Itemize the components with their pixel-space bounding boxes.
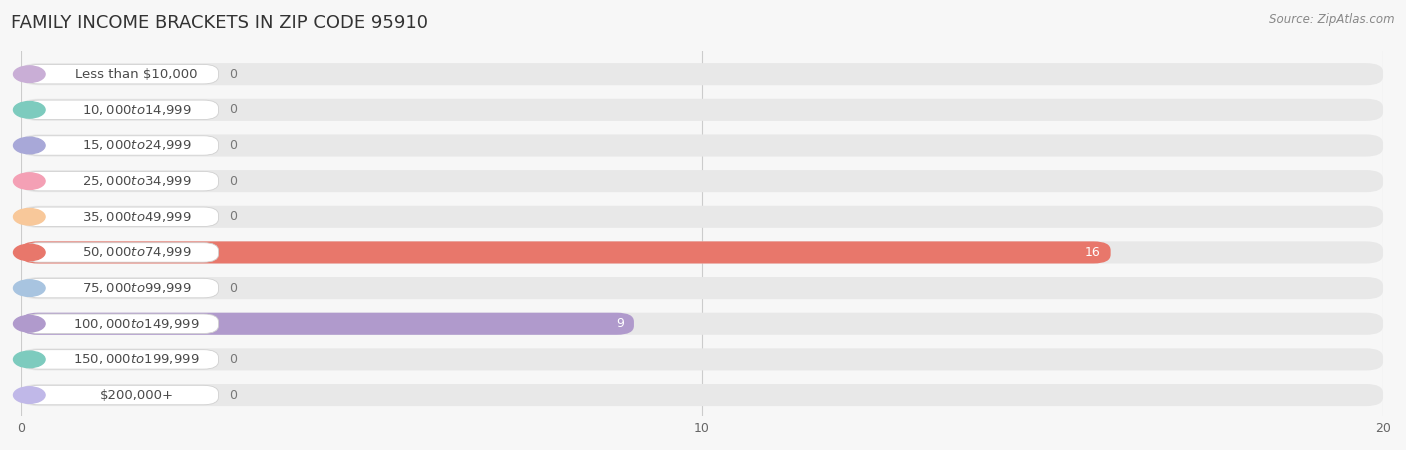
Text: 0: 0	[229, 68, 236, 81]
Text: Less than $10,000: Less than $10,000	[76, 68, 198, 81]
FancyBboxPatch shape	[21, 170, 1384, 192]
Text: Source: ZipAtlas.com: Source: ZipAtlas.com	[1270, 14, 1395, 27]
Text: $10,000 to $14,999: $10,000 to $14,999	[82, 103, 191, 117]
FancyBboxPatch shape	[24, 171, 218, 191]
Text: FAMILY INCOME BRACKETS IN ZIP CODE 95910: FAMILY INCOME BRACKETS IN ZIP CODE 95910	[11, 14, 429, 32]
Circle shape	[14, 387, 45, 403]
FancyBboxPatch shape	[21, 348, 1384, 370]
FancyBboxPatch shape	[24, 207, 218, 226]
Circle shape	[14, 244, 45, 261]
FancyBboxPatch shape	[21, 241, 1111, 264]
FancyBboxPatch shape	[21, 99, 1384, 121]
FancyBboxPatch shape	[24, 385, 218, 405]
FancyBboxPatch shape	[24, 314, 218, 333]
Circle shape	[14, 315, 45, 332]
FancyBboxPatch shape	[21, 241, 1384, 264]
Circle shape	[14, 66, 45, 82]
Text: 0: 0	[229, 282, 236, 295]
Circle shape	[14, 137, 45, 154]
FancyBboxPatch shape	[21, 277, 1384, 299]
Text: $25,000 to $34,999: $25,000 to $34,999	[82, 174, 191, 188]
Text: $100,000 to $149,999: $100,000 to $149,999	[73, 317, 200, 331]
FancyBboxPatch shape	[24, 243, 218, 262]
FancyBboxPatch shape	[24, 279, 218, 298]
Circle shape	[14, 280, 45, 297]
FancyBboxPatch shape	[21, 313, 634, 335]
FancyBboxPatch shape	[24, 64, 218, 84]
FancyBboxPatch shape	[21, 63, 1384, 85]
Text: $35,000 to $49,999: $35,000 to $49,999	[82, 210, 191, 224]
Text: $50,000 to $74,999: $50,000 to $74,999	[82, 245, 191, 260]
FancyBboxPatch shape	[21, 384, 1384, 406]
Circle shape	[14, 351, 45, 368]
Text: 0: 0	[229, 388, 236, 401]
Circle shape	[14, 173, 45, 189]
Text: $200,000+: $200,000+	[100, 388, 174, 401]
Text: $75,000 to $99,999: $75,000 to $99,999	[82, 281, 191, 295]
FancyBboxPatch shape	[21, 206, 1384, 228]
Text: 16: 16	[1084, 246, 1101, 259]
Circle shape	[14, 208, 45, 225]
Text: 9: 9	[616, 317, 624, 330]
Text: $15,000 to $24,999: $15,000 to $24,999	[82, 139, 191, 153]
FancyBboxPatch shape	[21, 135, 1384, 157]
FancyBboxPatch shape	[24, 350, 218, 369]
Text: 0: 0	[229, 175, 236, 188]
Circle shape	[14, 102, 45, 118]
Text: $150,000 to $199,999: $150,000 to $199,999	[73, 352, 200, 366]
Text: 0: 0	[229, 210, 236, 223]
FancyBboxPatch shape	[24, 136, 218, 155]
Text: 0: 0	[229, 139, 236, 152]
Text: 0: 0	[229, 353, 236, 366]
FancyBboxPatch shape	[24, 100, 218, 120]
FancyBboxPatch shape	[21, 313, 1384, 335]
Text: 0: 0	[229, 104, 236, 117]
